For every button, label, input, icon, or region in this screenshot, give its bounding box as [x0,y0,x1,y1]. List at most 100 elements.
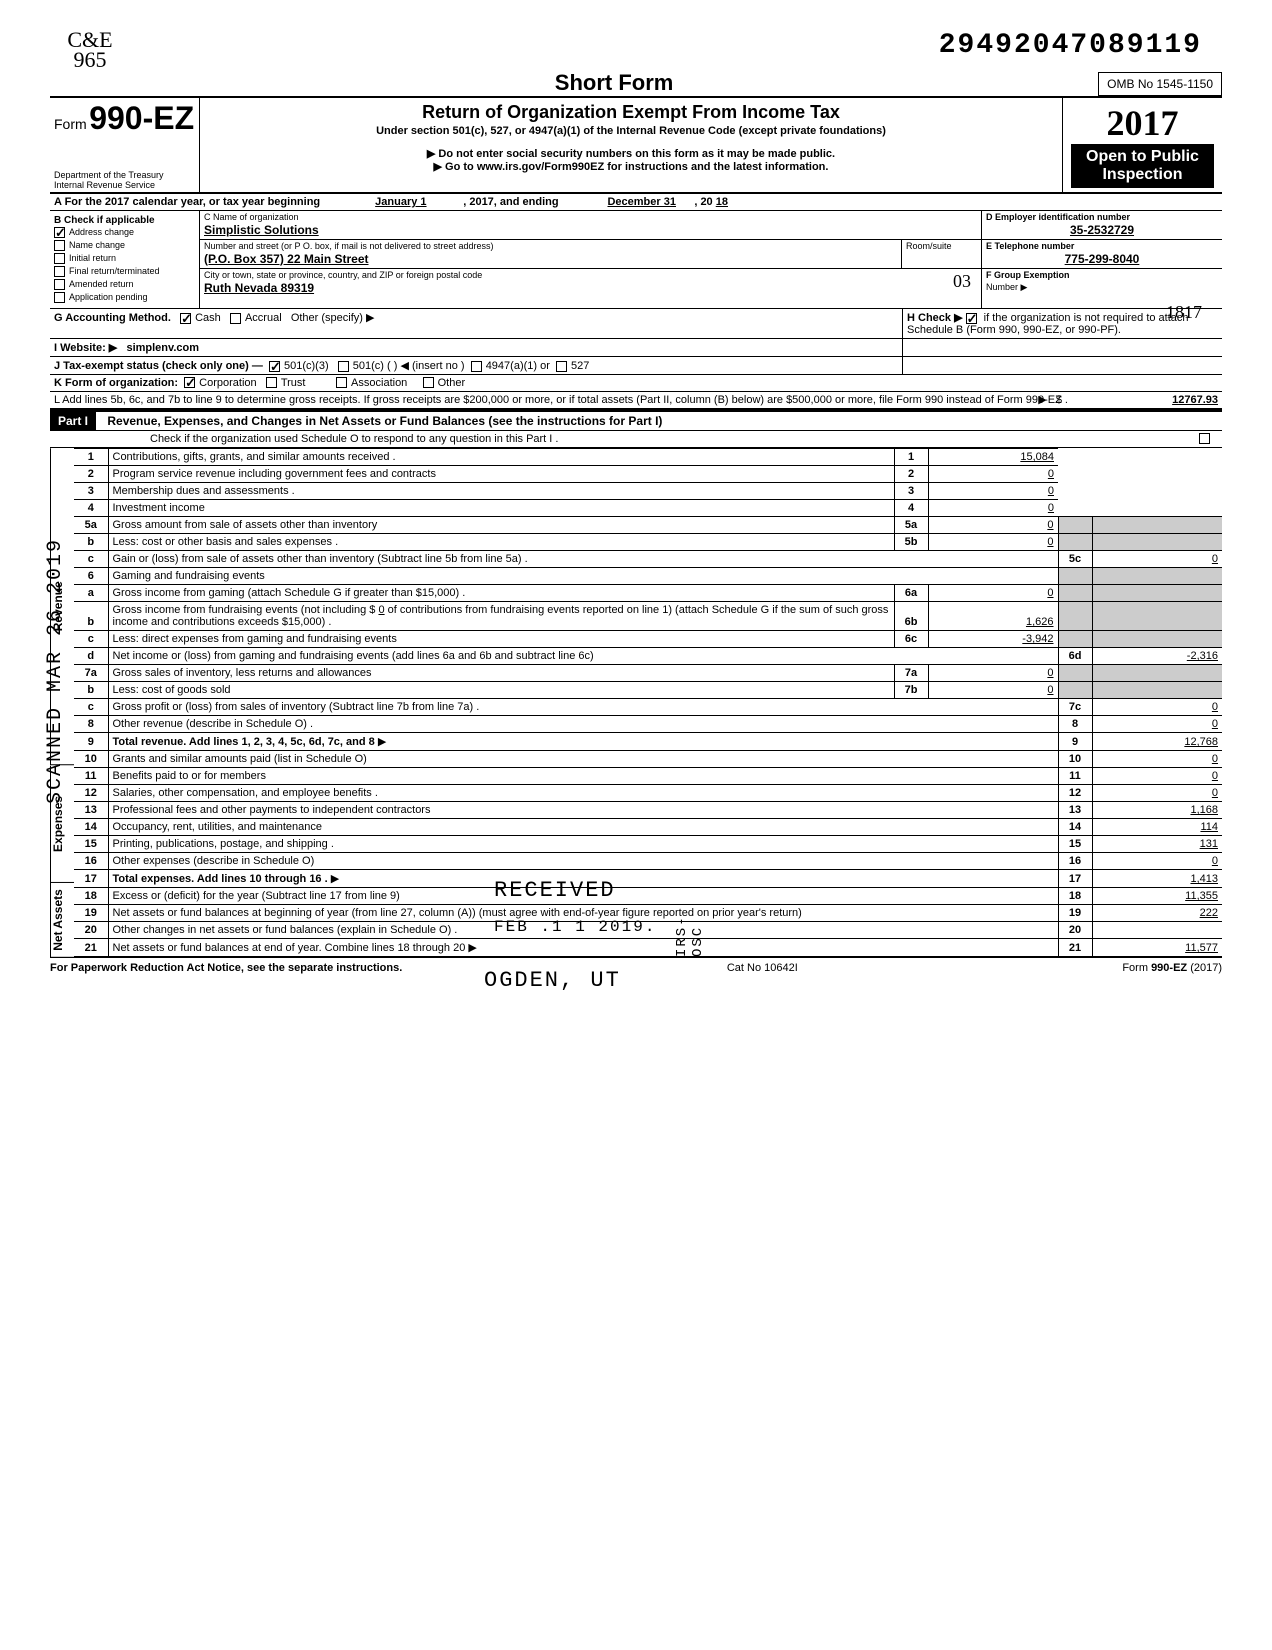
line-10: 10Grants and similar amounts paid (list … [74,751,1222,768]
org-city[interactable]: Ruth Nevada 89319 [200,281,981,297]
form-header: Form 990-EZ Department of the Treasury I… [50,96,1222,194]
side-revenue: Revenue [50,448,74,765]
b-item-3: Final return/terminated [54,265,195,278]
line-13-amt[interactable]: 1,168 [1092,802,1222,819]
line-6b-box[interactable]: 1,626 [928,602,1058,631]
line-2-amt[interactable]: 0 [928,466,1058,483]
line-4-amt[interactable]: 0 [928,500,1058,517]
line-11-amt[interactable]: 0 [1092,768,1222,785]
line-6a-box[interactable]: 0 [928,585,1058,602]
line-21-amt[interactable]: 11,577 [1092,939,1222,957]
line-7a-box[interactable]: 0 [928,665,1058,682]
form-number-cell: Form 990-EZ Department of the Treasury I… [50,98,200,192]
line-15-amt[interactable]: 131 [1092,836,1222,853]
k-other-checkbox[interactable] [423,377,434,388]
k-trust-checkbox[interactable] [266,377,277,388]
part1-check-row: Check if the organization used Schedule … [50,431,1222,448]
line-12-amt[interactable]: 0 [1092,785,1222,802]
k-assoc-checkbox[interactable] [336,377,347,388]
line-7b-box[interactable]: 0 [928,682,1058,699]
part1-label: Part I [50,412,96,430]
b-checkbox-0[interactable] [54,227,65,238]
period-begin[interactable]: January 1 [375,196,426,208]
line-20-amt[interactable] [1092,922,1222,939]
line-7c-amt[interactable]: 0 [1092,699,1222,716]
b-checkbox-1[interactable] [54,240,65,251]
website[interactable]: simplenv.com [126,342,199,354]
line-9: 9Total revenue. Add lines 1, 2, 3, 4, 5c… [74,733,1222,751]
j-501c3-checkbox[interactable] [269,361,280,372]
b-label: B Check if applicable [54,215,195,226]
j-insert: ) ◀ (insert no ) [394,360,465,372]
b-label-5: Application pending [69,292,148,302]
line-6b-contrib[interactable]: 0 [378,604,384,616]
b-checkbox-3[interactable] [54,266,65,277]
h-text: H Check ▶ [907,312,963,324]
part1-schedule-o-checkbox[interactable] [1199,433,1210,444]
k-corp-checkbox[interactable] [184,377,195,388]
dept-treasury: Department of the Treasury [54,170,195,180]
ce-stamp: C&E 965 [50,30,130,70]
h-checkbox[interactable] [966,313,977,324]
line-j: J Tax-exempt status (check only one) — 5… [50,357,1222,375]
j-4947-checkbox[interactable] [471,361,482,372]
line-7c: cGross profit or (loss) from sales of in… [74,699,1222,716]
line-13: 13Professional fees and other payments t… [74,802,1222,819]
subtitle: Under section 501(c), 527, or 4947(a)(1)… [208,125,1054,137]
line-1: 1Contributions, gifts, grants, and simil… [74,449,1222,466]
line-a: A For the 2017 calendar year, or tax yea… [50,194,1222,211]
j-527-checkbox[interactable] [556,361,567,372]
line-8: 8Other revenue (describe in Schedule O) … [74,716,1222,733]
b-item-1: Name change [54,239,195,252]
line-a-end2: , 20 [694,196,712,208]
line-1-amt[interactable]: 15,084 [928,449,1058,466]
line-8-amt[interactable]: 0 [1092,716,1222,733]
line-6c-box[interactable]: -3,942 [928,631,1058,648]
e-label: E Telephone number [982,240,1222,252]
line-5a-box[interactable]: 0 [928,517,1058,534]
org-name[interactable]: Simplistic Solutions [200,223,981,239]
f-label2: Number ▶ [982,281,1222,294]
line-17-amt[interactable]: 1,413 [1092,870,1222,888]
line-g-h: G Accounting Method. Cash Accrual Other … [50,309,1222,339]
b-checkbox-5[interactable] [54,292,65,303]
line-16-amt[interactable]: 0 [1092,853,1222,870]
k-corp-label: Corporation [199,377,256,389]
line-9-amt[interactable]: 12,768 [1092,733,1222,751]
line-18-amt[interactable]: 11,355 [1092,888,1222,905]
column-b: B Check if applicable Address changeName… [50,211,200,309]
line-6d-amt[interactable]: -2,316 [1092,648,1222,665]
period-end[interactable]: December 31 [607,196,676,208]
period-end-yr[interactable]: 18 [716,196,728,208]
phone[interactable]: 775-299-8040 [982,252,1222,268]
line-3-amt[interactable]: 0 [928,483,1058,500]
b-checkbox-2[interactable] [54,253,65,264]
line-5c-amt[interactable]: 0 [1092,551,1222,568]
line-14-amt[interactable]: 114 [1092,819,1222,836]
g-cash-checkbox[interactable] [180,313,191,324]
line-16: 16Other expenses (describe in Schedule O… [74,853,1222,870]
k-label: K Form of organization: [54,377,178,389]
line-5b-box[interactable]: 0 [928,534,1058,551]
column-d: D Employer identification number 35-2532… [982,211,1222,309]
org-address[interactable]: (P.O. Box 357) 22 Main Street [200,252,901,268]
l-amount[interactable]: 12767.93 [1172,394,1218,406]
footer-right: Form 990-EZ (2017) [1122,962,1222,974]
line-10-amt[interactable]: 0 [1092,751,1222,768]
g-accrual-checkbox[interactable] [230,313,241,324]
form-number: 990-EZ [89,100,194,136]
g-accrual-label: Accrual [245,312,282,324]
b-label-1: Name change [69,240,125,250]
k-trust-label: Trust [281,377,306,389]
title-column: Return of Organization Exempt From Incom… [200,98,1062,192]
identity-grid: B Check if applicable Address changeName… [50,211,1222,310]
handwritten-1817: 1817 [1166,302,1202,323]
b-checkbox-4[interactable] [54,279,65,290]
ein[interactable]: 35-2532729 [982,223,1222,239]
j-501c-checkbox[interactable] [338,361,349,372]
irs-label: Internal Revenue Service [54,180,195,190]
omb-number: OMB No 1545-1150 [1098,72,1222,96]
open-public-badge: Open to Public Inspection [1071,144,1214,188]
line-14: 14Occupancy, rent, utilities, and mainte… [74,819,1222,836]
line-19-amt[interactable]: 222 [1092,905,1222,922]
